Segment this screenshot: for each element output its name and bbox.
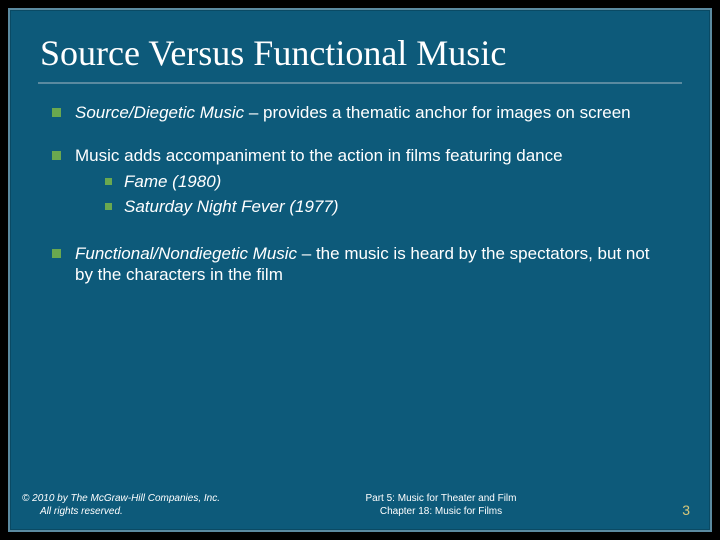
footer-center-line-2: Chapter 18: Music for Films <box>232 506 650 519</box>
bullet-2-body: Music adds accompaniment to the action i… <box>75 146 563 165</box>
bullet-3: Functional/Nondiegetic Music – the music… <box>52 243 668 286</box>
bullet-1-text: Source/Diegetic Music – provides a thema… <box>75 102 668 123</box>
slide-footer: © 2010 by The McGraw-Hill Companies, Inc… <box>10 493 710 522</box>
bullet-2-text: Music adds accompaniment to the action i… <box>75 145 668 221</box>
bullet-icon <box>52 151 61 160</box>
bullet-2-sublist: Fame (1980) Saturday Night Fever (1977) <box>75 171 668 218</box>
slide: Source Versus Functional Music Source/Di… <box>8 8 712 532</box>
bullet-icon <box>105 203 112 210</box>
bullet-icon <box>52 108 61 117</box>
title-underline <box>38 82 682 84</box>
sub-bullet-2-text: Saturday Night Fever (1977) <box>124 196 339 217</box>
footer-center: Part 5: Music for Theater and Film Chapt… <box>232 493 650 518</box>
slide-content: Source/Diegetic Music – provides a thema… <box>10 98 710 286</box>
page-number: 3 <box>650 502 690 518</box>
bullet-1-lead: Source/Diegetic Music <box>75 103 244 122</box>
bullet-3-lead: Functional/Nondiegetic Music <box>75 244 297 263</box>
bullet-icon <box>52 249 61 258</box>
bullet-3-text: Functional/Nondiegetic Music – the music… <box>75 243 668 286</box>
footer-center-line-1: Part 5: Music for Theater and Film <box>232 493 650 506</box>
copyright-line-1: © 2010 by The McGraw-Hill Companies, Inc… <box>22 493 232 506</box>
bullet-2: Music adds accompaniment to the action i… <box>52 145 668 221</box>
footer-copyright: © 2010 by The McGraw-Hill Companies, Inc… <box>22 493 232 518</box>
copyright-line-2: All rights reserved. <box>22 506 232 519</box>
sub-bullet-1: Fame (1980) <box>105 171 668 192</box>
bullet-icon <box>105 178 112 185</box>
sub-bullet-1-text: Fame (1980) <box>124 171 221 192</box>
bullet-1: Source/Diegetic Music – provides a thema… <box>52 102 668 123</box>
sub-bullet-2: Saturday Night Fever (1977) <box>105 196 668 217</box>
bullet-1-rest: – provides a thematic anchor for images … <box>244 103 630 122</box>
slide-title: Source Versus Functional Music <box>10 10 710 82</box>
spacer <box>52 225 668 243</box>
